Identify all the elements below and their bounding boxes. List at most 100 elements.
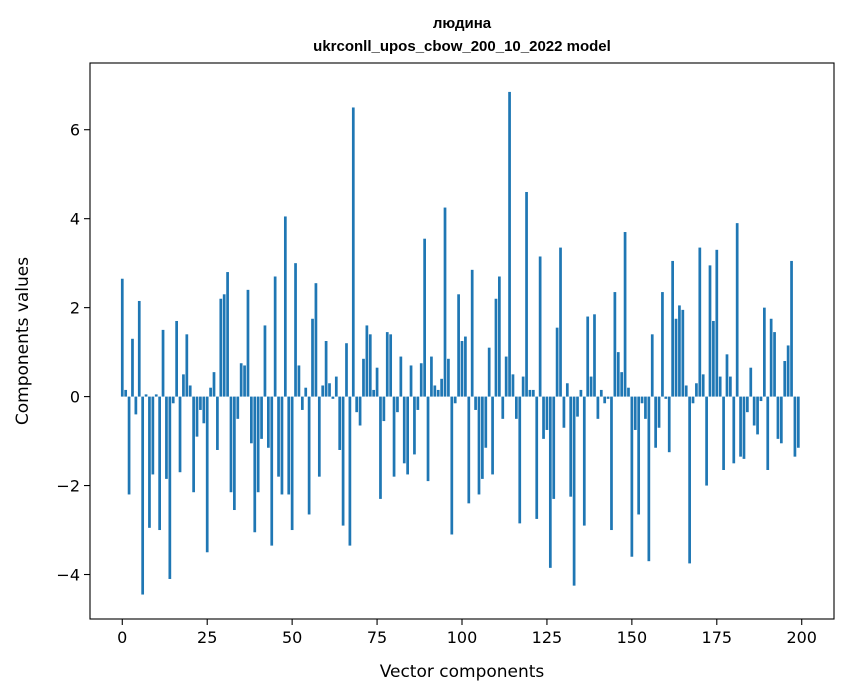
bar-43 (267, 396, 270, 448)
bar-90 (426, 396, 430, 482)
bar-48 (283, 216, 287, 397)
y-tick-label: 0 (70, 388, 80, 407)
bar-186 (752, 396, 756, 426)
bar-37 (246, 289, 250, 397)
bar-138 (589, 376, 593, 397)
bar-119 (525, 191, 528, 397)
bar-195 (783, 361, 787, 397)
bar-109 (491, 396, 494, 475)
bar-142 (603, 396, 607, 404)
bar-175 (715, 249, 719, 397)
bar-167 (688, 396, 691, 564)
bar-180 (732, 396, 736, 464)
bar-198 (793, 396, 797, 457)
bar-162 (671, 260, 674, 397)
bar-136 (582, 396, 586, 526)
x-tick-label: 50 (282, 628, 302, 647)
bar-134 (576, 396, 579, 417)
bar-54 (304, 387, 308, 397)
bar-83 (402, 396, 406, 464)
bar-80 (392, 396, 396, 477)
x-tick-label: 25 (197, 628, 217, 647)
bar-169 (695, 383, 698, 397)
bar-92 (433, 385, 437, 397)
bar-112 (501, 396, 505, 419)
y-axis-label: Components values (13, 257, 33, 425)
bar-88 (419, 363, 423, 397)
bar-111 (498, 276, 501, 397)
bar-173 (708, 265, 712, 397)
bar-34 (236, 396, 240, 419)
bar-156 (650, 334, 654, 397)
x-tick-label: 75 (367, 628, 387, 647)
bar-44 (270, 396, 274, 546)
bar-108 (487, 347, 491, 397)
bar-25 (205, 396, 209, 553)
bar-86 (413, 396, 416, 455)
bar-135 (579, 389, 583, 397)
bar-51 (294, 263, 297, 397)
bar-188 (759, 396, 763, 402)
y-tick-label: 2 (70, 299, 80, 318)
bar-114 (508, 91, 511, 397)
bar-93 (436, 389, 440, 397)
bar-13 (165, 396, 168, 479)
bar-192 (773, 332, 776, 397)
bar-64 (338, 396, 342, 450)
bar-47 (280, 396, 284, 495)
bar-19 (185, 334, 189, 397)
bar-14 (168, 396, 172, 579)
bar-185 (749, 367, 753, 397)
bar-126 (548, 396, 552, 568)
chart-subtitle: ukrconll_upos_cbow_200_10_2022 model (313, 38, 611, 55)
bar-50 (290, 396, 294, 531)
bar-27 (212, 372, 216, 397)
y-tick-label: 4 (70, 210, 80, 229)
bar-179 (729, 376, 732, 397)
bar-9 (151, 396, 155, 475)
bar-168 (691, 396, 695, 404)
bar-143 (606, 396, 610, 399)
bar-139 (593, 314, 596, 397)
bar-8 (148, 396, 151, 528)
bar-41 (260, 396, 263, 439)
bar-117 (518, 396, 522, 524)
bar-39 (253, 396, 257, 533)
bar-129 (559, 247, 562, 397)
bar-69 (355, 396, 359, 413)
bar-199 (796, 396, 800, 448)
bar-172 (705, 396, 708, 486)
y-tick-label: −4 (56, 566, 80, 585)
bar-146 (616, 352, 620, 397)
bar-67 (348, 396, 352, 546)
bar-103 (470, 269, 474, 397)
bar-71 (362, 358, 365, 397)
bar-17 (178, 396, 182, 473)
x-tick-label: 150 (617, 628, 648, 647)
bar-194 (779, 396, 783, 444)
bar-15 (171, 396, 175, 404)
bar-73 (368, 334, 372, 397)
y-tick-label: −2 (56, 477, 80, 496)
bar-72 (365, 325, 369, 397)
bar-79 (389, 334, 393, 397)
bar-158 (657, 396, 661, 428)
bar-161 (667, 396, 671, 453)
bar-191 (769, 318, 773, 397)
x-tick-label: 200 (786, 628, 817, 647)
bar-32 (229, 396, 233, 493)
bar-76 (379, 396, 382, 499)
bar-87 (416, 396, 420, 410)
bar-52 (297, 365, 301, 397)
bar-56 (311, 318, 314, 397)
bar-81 (396, 396, 399, 413)
bar-11 (158, 396, 161, 531)
bar-150 (630, 396, 634, 557)
bar-101 (464, 336, 467, 397)
bar-184 (746, 396, 749, 413)
x-tick-label: 175 (702, 628, 733, 647)
bar-28 (216, 396, 219, 450)
bar-104 (474, 396, 477, 410)
bar-95 (443, 207, 447, 397)
